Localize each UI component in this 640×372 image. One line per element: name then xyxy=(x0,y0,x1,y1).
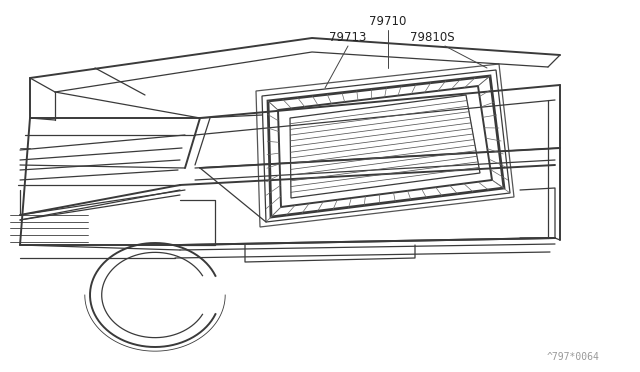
Text: ^797*0064: ^797*0064 xyxy=(547,352,600,362)
Text: 79713: 79713 xyxy=(330,31,367,44)
Text: 79810S: 79810S xyxy=(410,31,454,44)
Text: 79710: 79710 xyxy=(369,15,406,28)
